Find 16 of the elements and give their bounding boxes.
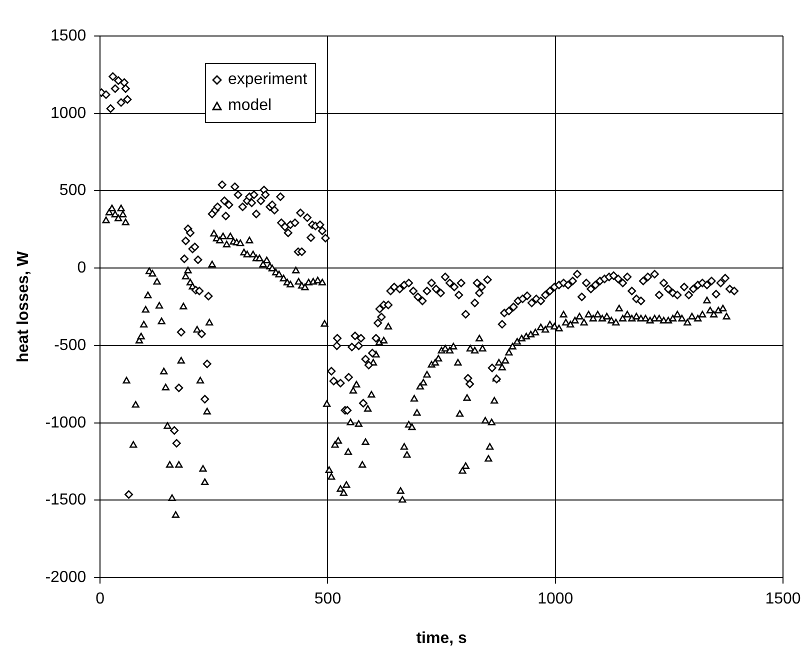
y-tick-label: 500 xyxy=(59,182,86,200)
x-tick-label: 0 xyxy=(96,590,105,608)
y-tick-label: 1000 xyxy=(50,104,86,122)
legend-label: model xyxy=(228,96,272,116)
x-tick-label: 1500 xyxy=(765,590,801,608)
y-tick-label: -1000 xyxy=(45,414,86,432)
y-axis-title: heat losses, W xyxy=(15,250,32,362)
y-tick-label: -500 xyxy=(54,336,86,354)
y-tick-label: -1500 xyxy=(45,492,86,509)
legend-label: experiment xyxy=(228,70,308,90)
x-axis-title: time, s xyxy=(416,630,468,647)
y-tick-label: 1500 xyxy=(50,27,86,44)
y-tick-label: 0 xyxy=(77,260,86,277)
y-tick-label: -2000 xyxy=(45,569,86,586)
x-tick-label: 500 xyxy=(314,590,342,608)
x-tick-label: 1000 xyxy=(538,590,574,608)
